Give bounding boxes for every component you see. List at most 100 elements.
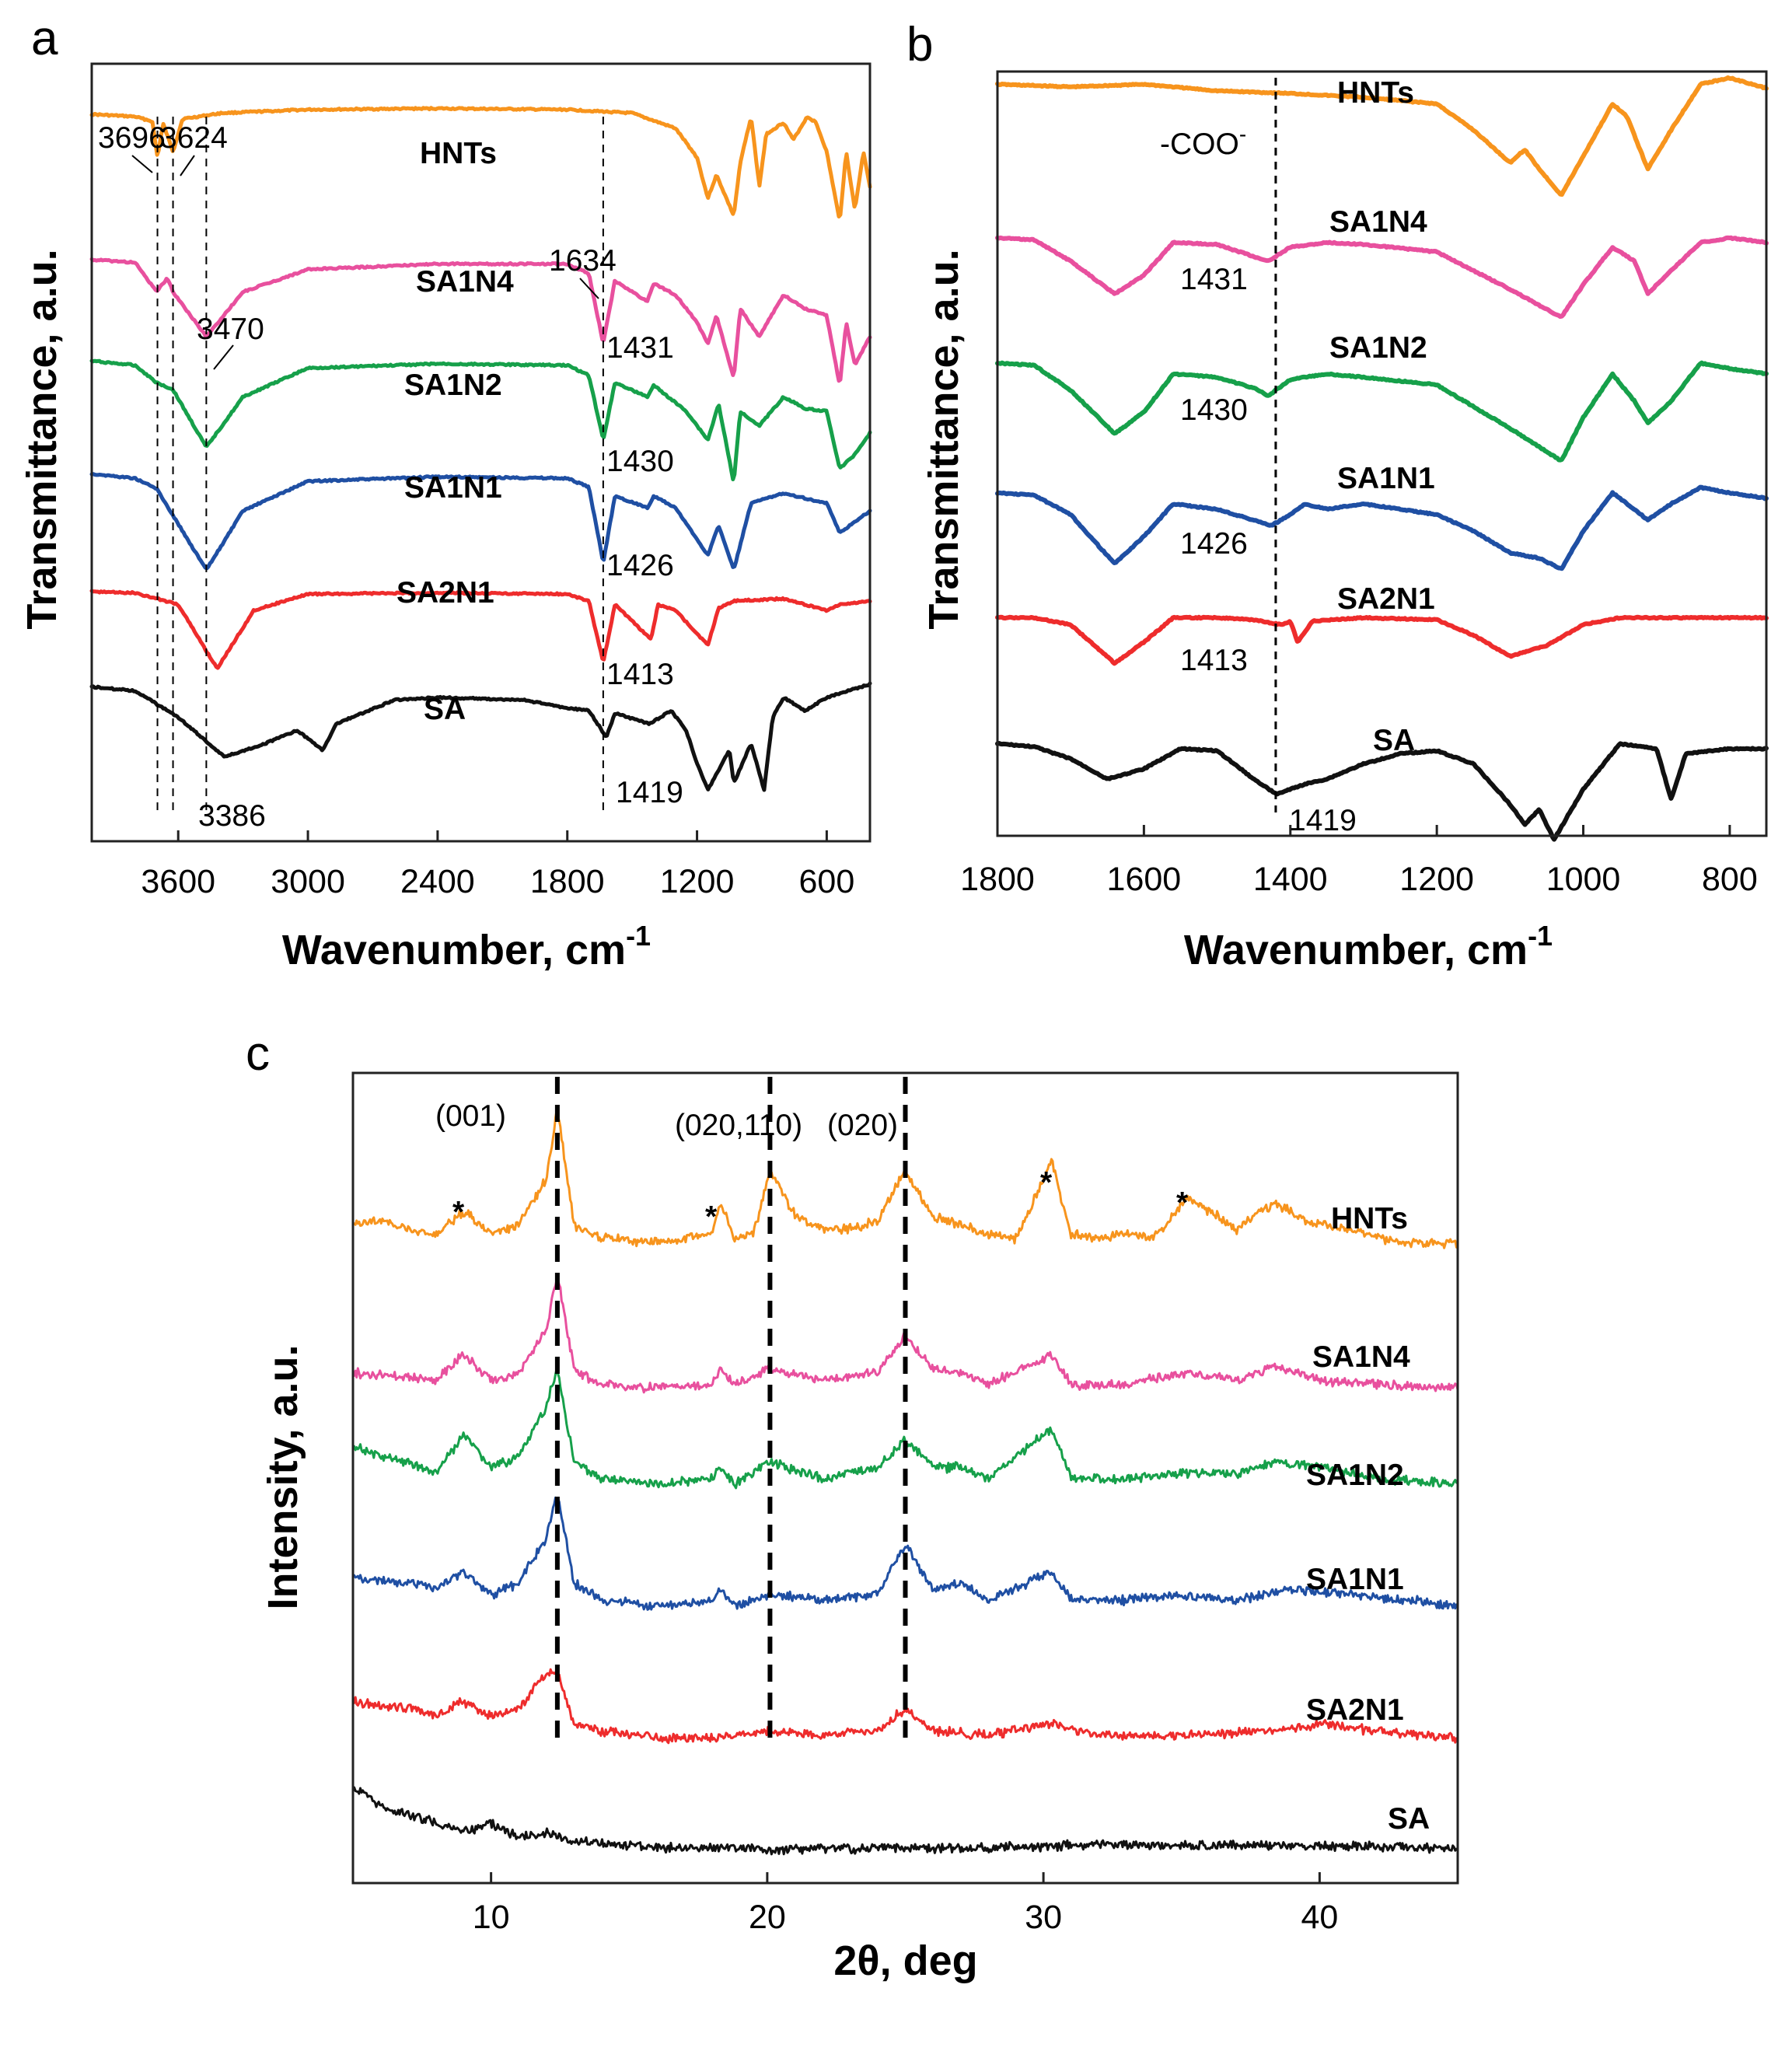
panel-b: b 1800 1600 1400 1200 1000 800 HNTs SA1N4 SA1… (906, 18, 1769, 973)
panel-a-trace-hnts (89, 106, 872, 218)
a-peak-1426: 1426 (606, 549, 674, 582)
c-label-sa1n4: SA1N4 (1312, 1340, 1410, 1374)
panel-a-tick-label-0: 3600 (141, 863, 215, 900)
panel-b-x-axis-title: Wavenumber, cm-1 (1184, 920, 1553, 973)
c-annot-star-1: * (452, 1196, 465, 1229)
panel-a-trace-sa1n2 (89, 358, 872, 481)
c-annot-star-4: * (1176, 1186, 1189, 1220)
a-peak-1634: 1634 (549, 244, 617, 278)
panel-c-trace-sa1n1 (351, 1496, 1459, 1611)
panel-c-plot-frame (351, 1071, 1459, 1885)
b-annot-coo: -COO- (1160, 122, 1246, 161)
panel-a-x-ticks: 3600 3000 2400 1800 1200 600 (141, 830, 854, 900)
panel-b-plot-frame (996, 70, 1768, 837)
b-label-sa1n1: SA1N1 (1337, 462, 1435, 495)
panel-a-x-axis-title-main: Wavenumber, cm (282, 927, 626, 973)
panel-c-tick-label-1: 20 (749, 1899, 786, 1936)
panel-c-letter: c (246, 1027, 270, 1081)
panel-c-tick-label-0: 10 (473, 1899, 510, 1936)
b-peak-1419: 1419 (1289, 804, 1357, 837)
panel-a-tick-label-1: 3000 (271, 863, 345, 900)
panel-b-tick-label-3: 1200 (1399, 861, 1474, 898)
panel-b-x-ticks: 1800 1600 1400 1200 1000 800 (960, 825, 1758, 898)
panel-a-plot-frame (90, 62, 872, 843)
c-label-hnts: HNTs (1331, 1202, 1408, 1235)
panel-a-traces (89, 106, 872, 792)
a-peak-1430: 1430 (606, 445, 674, 478)
panel-a-reference-lines (156, 117, 604, 812)
a-peak-3470: 3470 (197, 313, 264, 346)
panel-a-x-axis-title-sup: -1 (626, 920, 651, 952)
panel-b-tick-label-2: 1400 (1253, 861, 1328, 898)
b-label-hnts: HNTs (1337, 76, 1414, 110)
panel-c-trace-sa (351, 1786, 1459, 1856)
panel-b-tick-label-0: 1800 (960, 861, 1035, 898)
c-annot-star-3: * (1040, 1166, 1053, 1200)
panel-b-trace-hnts (995, 75, 1769, 197)
panel-b-letter: b (906, 18, 933, 72)
b-annot-coo-main: -COO (1160, 128, 1239, 161)
panel-b-trace-sa2n1 (995, 614, 1769, 666)
b-label-sa2n1: SA2N1 (1337, 582, 1435, 616)
panel-b-tick-label-4: 1000 (1546, 861, 1621, 898)
a-peak-3386: 3386 (198, 799, 266, 833)
a-peak-3624: 3624 (160, 121, 228, 155)
b-peak-1431: 1431 (1180, 263, 1248, 296)
a-label-sa1n1: SA1N1 (404, 471, 502, 505)
a-label-sa1n4: SA1N4 (416, 265, 514, 299)
b-label-sa: SA (1373, 724, 1415, 757)
panel-a-tick-label-4: 1200 (660, 863, 735, 900)
c-annot-star-2: * (705, 1200, 718, 1234)
panel-a-tick-label-3: 1800 (530, 863, 605, 900)
b-label-sa1n4: SA1N4 (1329, 205, 1427, 239)
c-label-sa1n2: SA1N2 (1306, 1459, 1404, 1492)
a-label-sa2n1: SA2N1 (396, 576, 494, 610)
c-annot-020-110: (020,110) (675, 1109, 802, 1142)
panel-a-trace-sa (89, 681, 872, 792)
b-peak-1413: 1413 (1180, 644, 1248, 677)
panel-c-x-axis-title: 2θ, deg (833, 1937, 977, 1984)
panel-c-tick-label-2: 30 (1025, 1899, 1062, 1936)
panel-a-trace-sa2n1 (89, 589, 872, 670)
a-peak-1413: 1413 (606, 658, 674, 691)
panel-b-trace-sa1n2 (995, 360, 1769, 463)
panel-c: c 10 20 30 40 HNTs SA1N4 SA1N2 SA1N1 SA2N1 … (246, 1027, 1459, 1984)
a-peak-1419: 1419 (616, 776, 683, 809)
panel-c-tick-label-3: 40 (1301, 1899, 1338, 1936)
b-annot-coo-sup: - (1239, 122, 1246, 146)
panel-a-x-axis-title: Wavenumber, cm-1 (282, 920, 651, 973)
panel-c-x-ticks: 10 20 30 40 (473, 1872, 1338, 1936)
a-arrow-1634 (579, 278, 599, 299)
a-arrow-3470 (213, 344, 234, 370)
panel-b-x-axis-title-sup: -1 (1528, 920, 1553, 952)
panel-b-trace-sa (995, 741, 1769, 842)
b-label-sa1n2: SA1N2 (1329, 331, 1427, 365)
panel-a-tick-label-5: 600 (799, 863, 855, 900)
a-arrow-3624 (180, 155, 195, 176)
panel-b-x-axis-title-main: Wavenumber, cm (1184, 927, 1528, 973)
panel-b-trace-sa1n1 (995, 484, 1769, 571)
c-label-sa1n1: SA1N1 (1306, 1563, 1404, 1596)
b-peak-1426: 1426 (1180, 527, 1248, 561)
panel-b-tick-label-5: 800 (1702, 861, 1758, 898)
panel-b-traces (995, 75, 1769, 842)
panel-b-trace-sa1n4 (995, 235, 1769, 320)
panel-a-tick-label-2: 2400 (400, 863, 475, 900)
panel-a-letter: a (31, 12, 58, 65)
a-label-sa: SA (424, 693, 466, 726)
panel-a: a 3600 3000 2400 1800 1200 600 HNTs SA1N4 SA1… (19, 12, 872, 973)
c-label-sa2n1: SA2N1 (1306, 1693, 1404, 1727)
panel-c-reference-lines (554, 1077, 908, 1738)
a-label-sa1n2: SA1N2 (404, 369, 502, 402)
c-annot-020: (020) (827, 1109, 898, 1142)
b-peak-1430: 1430 (1180, 393, 1248, 427)
c-annot-001: (001) (435, 1099, 506, 1133)
panel-c-y-axis-title: Intensity, a.u. (260, 1344, 306, 1609)
a-arrow-3696 (131, 155, 153, 173)
a-label-hnts: HNTs (420, 137, 497, 170)
panel-b-y-axis-title: Transmittance, a.u. (920, 249, 967, 629)
panel-a-trace-sa1n4 (89, 257, 872, 383)
a-peak-1431: 1431 (606, 331, 674, 365)
panel-b-tick-label-1: 1600 (1107, 861, 1182, 898)
